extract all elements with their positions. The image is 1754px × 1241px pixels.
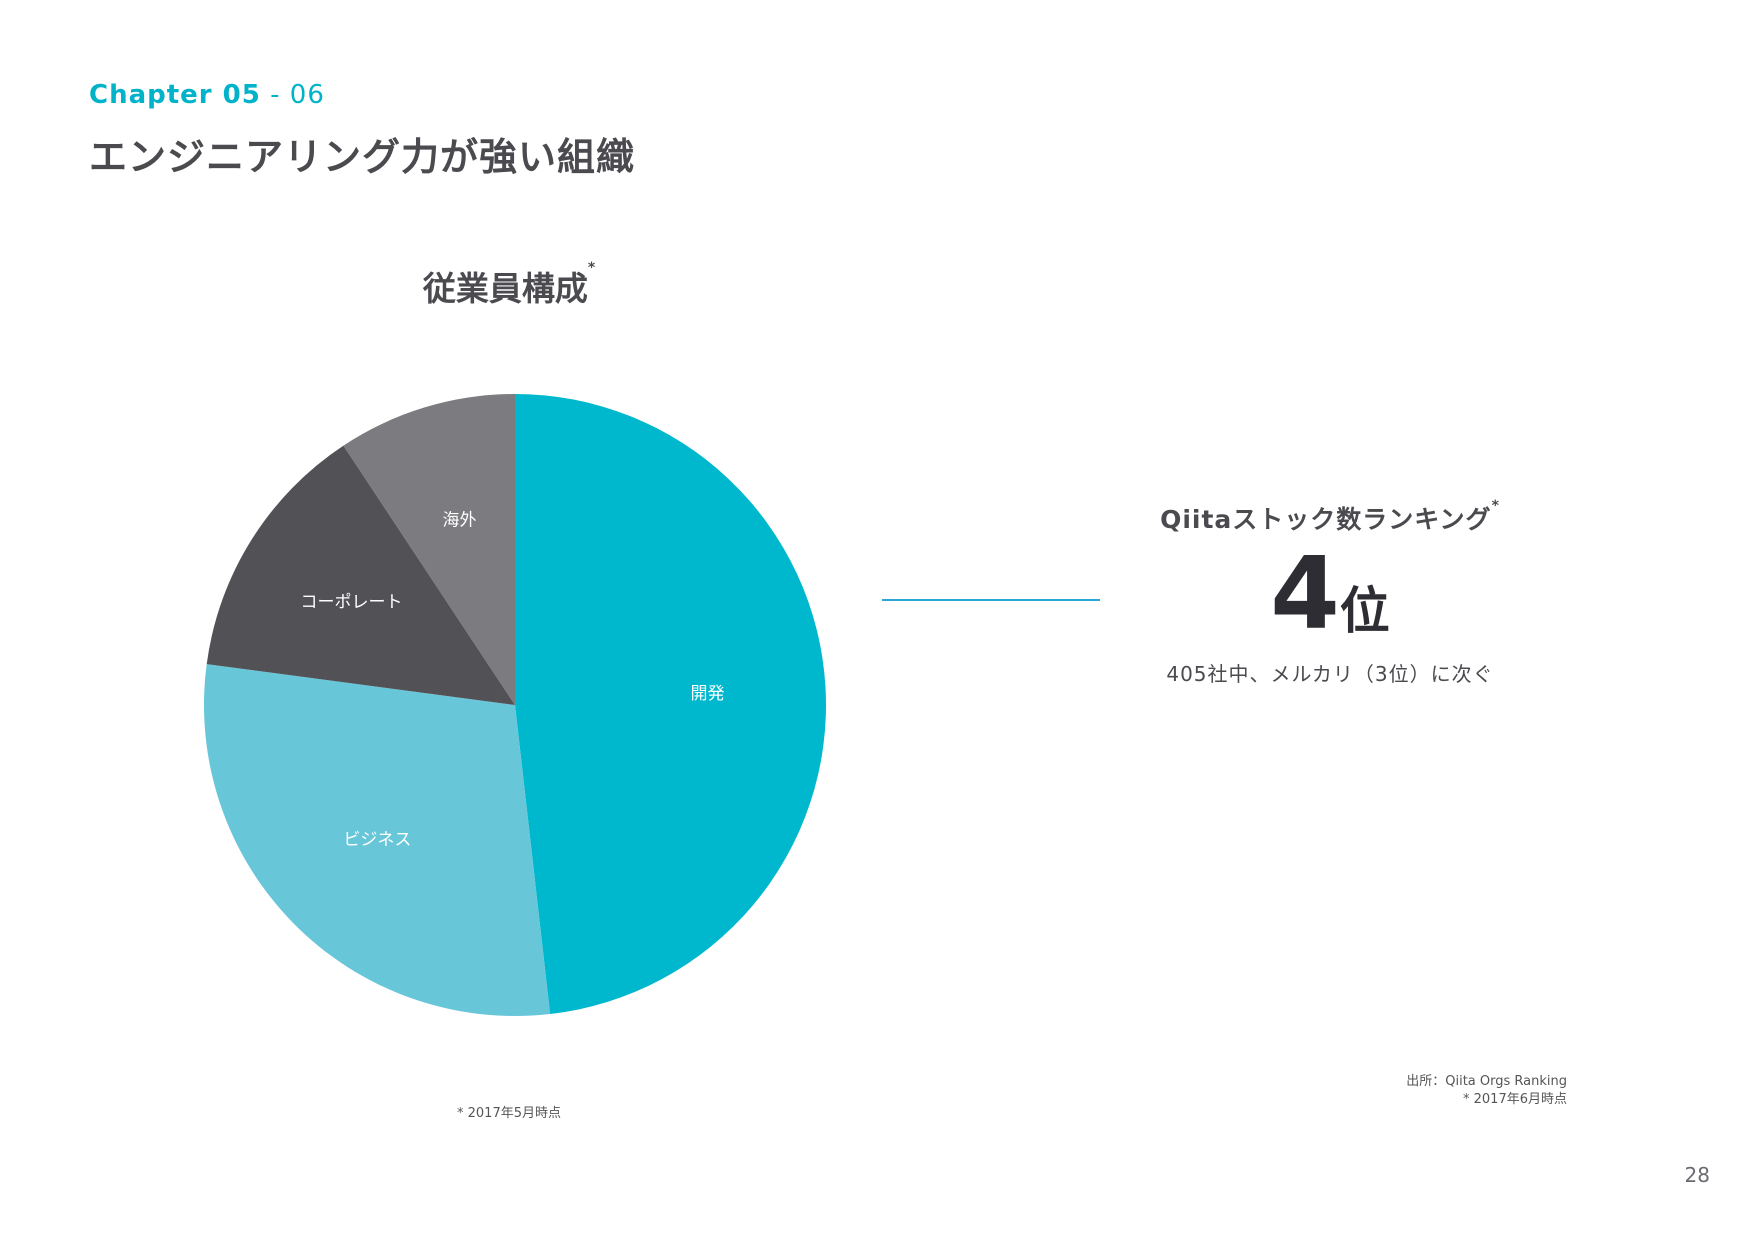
chart-title: 従業員構成* xyxy=(309,260,709,310)
ranking-note: 405社中、メルカリ（3位）に次ぐ xyxy=(1166,662,1494,686)
ranking-title-text: Qiitaストック数ランキング xyxy=(1160,505,1492,534)
ranking-block: Qiitaストック数ランキング* 4位 405社中、メルカリ（3位）に次ぐ xyxy=(1120,498,1540,687)
chapter-number: Chapter 05 xyxy=(89,80,261,110)
pie-slice-label: ビジネス xyxy=(343,830,411,850)
pie-slice-0 xyxy=(515,394,826,1015)
chart-title-mark: * xyxy=(587,260,596,276)
ranking-number: 4 xyxy=(1270,535,1340,652)
source-line: 出所：Qiita Orgs Ranking xyxy=(1406,1074,1567,1089)
pie-slice-label: 開発 xyxy=(691,684,725,704)
ranking-value: 4位 xyxy=(1120,544,1540,644)
pie-slice-label: 海外 xyxy=(442,510,476,530)
page-number: 28 xyxy=(1684,1163,1710,1187)
chart-title-text: 従業員構成 xyxy=(422,269,588,308)
pie-slice-2 xyxy=(206,445,516,705)
ranking-title: Qiitaストック数ランキング* xyxy=(1120,498,1540,536)
chapter-subnumber: - 06 xyxy=(260,80,325,110)
ranking-title-mark: * xyxy=(1491,498,1500,514)
pie-slice-3 xyxy=(343,394,515,705)
pie-slice-1 xyxy=(204,664,551,1016)
chapter-label: Chapter 05 - 06 xyxy=(89,80,325,110)
source-note: 出所：Qiita Orgs Ranking * 2017年6月時点 xyxy=(1406,1073,1567,1109)
page-title: エンジニアリング力が強い組織 xyxy=(89,135,636,179)
source-date: * 2017年6月時点 xyxy=(1463,1092,1567,1107)
chart-footnote: * 2017年5月時点 xyxy=(457,1106,561,1121)
ranking-unit: 位 xyxy=(1339,582,1390,640)
pie-slice-label: コーポレート xyxy=(301,593,403,613)
connector-line xyxy=(882,599,1100,601)
